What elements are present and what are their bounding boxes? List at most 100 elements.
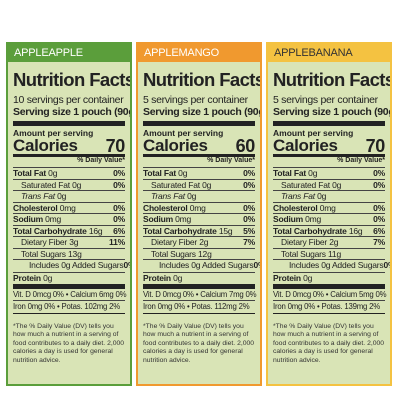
amount-label: Amount per serving xyxy=(273,128,354,138)
flavor-header: APPLEBANANA xyxy=(268,44,390,62)
servings: 10 servings per container xyxy=(13,94,124,106)
divider xyxy=(273,121,385,126)
nutrient-row: Dietary Fiber 2g 7% xyxy=(273,236,385,249)
nutrient-label: Includes 0g Added Sugars xyxy=(289,260,384,270)
nutrient-row: Dietary Fiber 2g 7% xyxy=(143,236,255,249)
nutrient-amount: 0mg xyxy=(45,214,62,224)
protein-row: Protein 0g xyxy=(273,271,385,285)
dv-header: % Daily Value* xyxy=(207,157,255,164)
nutrient-label: Cholesterol xyxy=(143,202,188,213)
nutrition-panel: APPLEAPPLE Nutrition Facts 10 servings per… xyxy=(6,42,132,386)
nutrient-label: Trans Fat xyxy=(151,191,185,201)
calories-label: Calories xyxy=(143,136,208,155)
mineral-row: Iron 0mg 0% • Potas. 112mg 2% xyxy=(143,300,255,313)
serving-size: Serving size 1 pouch (90g) xyxy=(273,106,392,118)
nutrient-label: Saturated Fat xyxy=(151,179,200,190)
divider xyxy=(143,154,255,157)
daily-value: 0% xyxy=(243,179,255,190)
nutrient: Sodium 0mg xyxy=(273,214,321,226)
mineral-text: Vit. D 0mcg 0% • Calcium 7mg 0% xyxy=(143,289,257,299)
divider xyxy=(143,283,255,289)
nutrient-label: Saturated Fat xyxy=(21,179,70,190)
panel-title: Nutrition Facts xyxy=(273,69,392,90)
nutrient-label: Cholesterol xyxy=(273,202,318,213)
mineral-text: Vit. D 0mcg 0% • Calcium 5mg 0% xyxy=(273,289,387,299)
divider xyxy=(13,121,125,126)
daily-value: 6% xyxy=(373,225,385,236)
nutrient-label: Sodium xyxy=(273,214,303,224)
nutrient-label: Total Sugars xyxy=(21,248,66,259)
nutrient: Total Carbohydrate 15g xyxy=(143,225,233,238)
nutrient-amount: 0g xyxy=(48,168,58,178)
serving-size: Serving size 1 pouch (90g) xyxy=(143,106,262,118)
protein-row: Protein 0g xyxy=(13,271,125,285)
nutrient-label: Dietary Fiber xyxy=(21,237,68,247)
daily-value: 0% xyxy=(113,214,125,224)
nutrient-amount: 0g xyxy=(72,179,82,190)
nutrient: Total Sugars 12g xyxy=(143,249,212,261)
flavor-header: APPLEAPPLE xyxy=(8,44,130,62)
nutrient-amount: 16g xyxy=(348,225,363,236)
daily-value: 0% xyxy=(373,202,385,213)
mineral-row: Vit. D 0mcg 0% • Calcium 5mg 0% xyxy=(273,289,387,301)
calories-row: Calories 60 xyxy=(143,136,255,157)
daily-value: 7% xyxy=(243,237,255,247)
nutrient-label: Total Sugars xyxy=(281,248,326,259)
protein-label: Protein xyxy=(273,272,301,283)
nutrient: Total Sugars 13g xyxy=(13,249,82,261)
nutrient-row: Total Fat 0g 0% xyxy=(13,167,125,180)
nutrient-amount: 16g xyxy=(88,225,103,236)
nutrient: Trans Fat 0g xyxy=(143,191,196,203)
nutrient: Saturated Fat 0g xyxy=(273,180,341,192)
divider xyxy=(143,121,255,126)
divider xyxy=(13,283,125,289)
nutrient: Includes 0g Added Sugars xyxy=(13,260,124,272)
mineral-text: Vit. D 0mcg 0% • Calcium 6mg 0% xyxy=(13,289,127,299)
daily-value: 0% xyxy=(373,179,385,190)
protein-amount: 0g xyxy=(173,272,183,283)
mineral-text: Iron 0mg 0% • Potas. 102mg 2% xyxy=(13,302,121,311)
nutrient-row: Dietary Fiber 3g 11% xyxy=(13,236,125,249)
nutrient-label: Total Fat xyxy=(13,168,46,178)
nutrient-amount: 2g xyxy=(329,237,339,247)
nutrient-amount: 2g xyxy=(199,237,209,247)
nutrient: Sodium 0mg xyxy=(143,214,191,226)
nutrient-amount: 0g xyxy=(187,191,197,201)
nutrient-amount: 0g xyxy=(308,168,318,178)
nutrient-row: Cholesterol 0mg 0% xyxy=(143,201,255,215)
nutrient-label: Cholesterol xyxy=(13,202,58,213)
nutrient-label: Sodium xyxy=(13,214,43,224)
nutrient-row: Trans Fat 0g xyxy=(273,190,385,203)
nutrient-row: Total Sugars 11g xyxy=(273,247,385,261)
daily-value: 0% xyxy=(123,260,130,270)
daily-value: 0% xyxy=(243,168,255,178)
nutrient: Cholesterol 0mg xyxy=(13,203,76,215)
protein-label: Protein xyxy=(13,272,41,283)
daily-value: 0% xyxy=(373,168,385,178)
mineral-row: Iron 0mg 0% • Potas. 102mg 2% xyxy=(13,300,125,313)
nutrient: Sodium 0mg xyxy=(13,214,61,226)
footnote: *The % Daily Value (DV) tells you how mu… xyxy=(143,323,255,364)
amount-label: Amount per serving xyxy=(143,128,224,138)
nutrient: Saturated Fat 0g xyxy=(13,180,81,192)
nutrient: Includes 0g Added Sugars xyxy=(143,260,254,272)
nutrient-row: Total Carbohydrate 16g 6% xyxy=(13,224,125,238)
calories-value: 70 xyxy=(365,136,386,156)
nutrient-amount: 0g xyxy=(202,179,212,190)
nutrient: Dietary Fiber 2g xyxy=(273,237,338,249)
nutrient-label: Includes 0g Added Sugars xyxy=(29,260,124,270)
daily-value: 7% xyxy=(373,237,385,247)
protein: Protein 0g xyxy=(273,273,312,285)
nutrient-label: Total Fat xyxy=(273,168,306,178)
daily-value: 0% xyxy=(373,214,385,224)
nutrient-amount: 15g xyxy=(218,225,233,236)
nutrient-amount: 0g xyxy=(317,191,327,201)
daily-value: 0% xyxy=(113,202,125,213)
nutrient-label: Trans Fat xyxy=(281,191,315,201)
nutrient: Dietary Fiber 2g xyxy=(143,237,208,249)
nutrient-amount: 0g xyxy=(57,191,67,201)
nutrient-amount: 0mg xyxy=(175,214,192,224)
nutrient-amount: 13g xyxy=(68,248,82,259)
daily-value: 6% xyxy=(113,225,125,236)
